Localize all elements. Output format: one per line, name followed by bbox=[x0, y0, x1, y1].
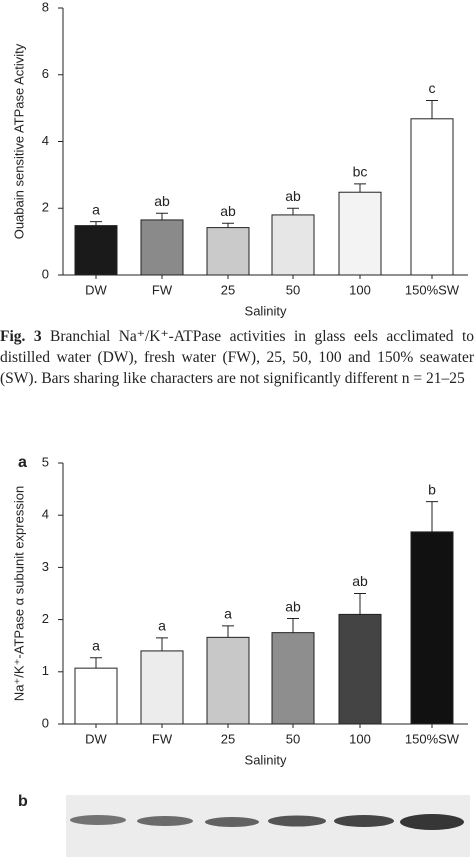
x-tick-label: 50 bbox=[286, 282, 300, 297]
error-bar bbox=[287, 618, 299, 633]
significance-label: bc bbox=[353, 164, 368, 180]
caption: Fig. 3 Branchial Na⁺/K⁺-ATPase activitie… bbox=[0, 326, 474, 389]
error-bar bbox=[156, 212, 168, 220]
significance-label: ab bbox=[154, 193, 170, 209]
significance-label: ab bbox=[285, 188, 301, 204]
bar bbox=[206, 636, 250, 725]
y-tick-label: 6 bbox=[42, 66, 49, 81]
significance-label: b bbox=[428, 481, 436, 497]
bar bbox=[271, 632, 315, 725]
x-axis-label: Salinity bbox=[245, 303, 287, 318]
significance-label: ab bbox=[285, 598, 301, 614]
error-bar bbox=[222, 625, 234, 638]
x-tick-label: 100 bbox=[349, 282, 371, 297]
error-bar bbox=[90, 657, 102, 669]
bar bbox=[74, 225, 118, 276]
x-tick-label: 25 bbox=[221, 731, 235, 746]
error-bar bbox=[354, 593, 366, 615]
bar bbox=[338, 191, 382, 276]
error-bar bbox=[287, 207, 299, 215]
x-axis-label: Salinity bbox=[245, 752, 287, 767]
x-tick-label: DW bbox=[85, 731, 107, 746]
bar bbox=[206, 227, 250, 276]
x-tick-label: DW bbox=[85, 282, 107, 297]
significance-label: a bbox=[224, 606, 232, 622]
significance-label: a bbox=[158, 618, 166, 634]
bar bbox=[140, 650, 184, 725]
significance-label: a bbox=[92, 201, 100, 217]
y-tick-label: 4 bbox=[42, 507, 49, 522]
error-bar bbox=[354, 183, 366, 193]
significance-label: c bbox=[429, 80, 436, 96]
x-tick-label: FW bbox=[152, 731, 173, 746]
y-axis-label: Ouabain sensitive ATPase Activity bbox=[11, 43, 26, 239]
bar bbox=[140, 219, 184, 276]
y-axis-label: Na⁺/K⁺-ATPase α subunit expression bbox=[11, 486, 26, 701]
y-tick-label: 4 bbox=[42, 133, 49, 148]
y-tick-label: 8 bbox=[42, 0, 49, 14]
bar bbox=[410, 118, 454, 276]
y-tick-label: 0 bbox=[42, 715, 49, 730]
bar bbox=[74, 667, 118, 725]
bar bbox=[271, 214, 315, 276]
panel-label: a bbox=[18, 454, 27, 471]
significance-label: ab bbox=[220, 203, 236, 219]
error-bar bbox=[90, 221, 102, 226]
x-tick-label: 100 bbox=[349, 731, 371, 746]
caption-text: Branchial Na⁺/K⁺-ATPase activities in gl… bbox=[0, 328, 474, 387]
x-tick-label: 50 bbox=[286, 731, 300, 746]
western-blot bbox=[66, 795, 470, 857]
y-tick-label: 0 bbox=[42, 266, 49, 281]
error-bar bbox=[426, 99, 438, 119]
x-tick-label: 150%SW bbox=[405, 731, 460, 746]
x-tick-label: FW bbox=[152, 282, 173, 297]
y-tick-label: 3 bbox=[42, 559, 49, 574]
error-bar bbox=[222, 222, 234, 228]
y-tick-label: 2 bbox=[42, 200, 49, 215]
significance-label: ab bbox=[352, 573, 368, 589]
y-tick-label: 1 bbox=[42, 663, 49, 678]
y-tick-label: 2 bbox=[42, 611, 49, 626]
error-bar bbox=[156, 637, 168, 651]
error-bar bbox=[426, 501, 438, 532]
panel-label: b bbox=[18, 793, 28, 810]
x-tick-label: 150%SW bbox=[405, 282, 460, 297]
significance-label: a bbox=[92, 637, 100, 653]
y-tick-label: 5 bbox=[42, 454, 49, 469]
x-tick-label: 25 bbox=[221, 282, 235, 297]
caption-label: Fig. 3 bbox=[0, 328, 42, 345]
bar bbox=[338, 613, 382, 725]
bar bbox=[410, 531, 454, 725]
